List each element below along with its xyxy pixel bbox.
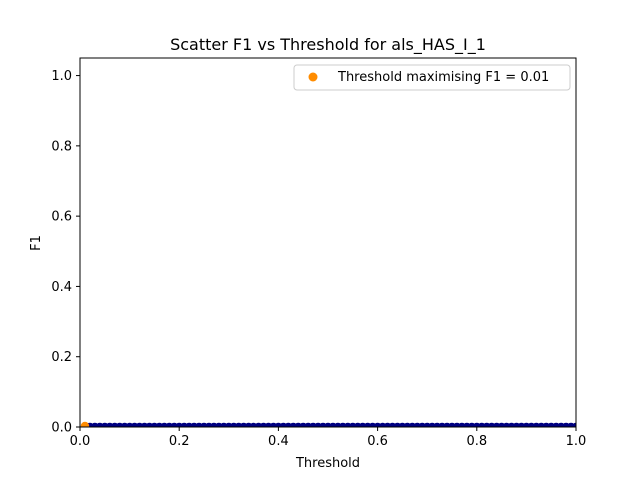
- x-tick-label: 0.8: [466, 434, 487, 449]
- x-tick-label: 0.4: [268, 434, 289, 449]
- y-tick-label: 0.2: [51, 350, 72, 365]
- y-tick-label: 0.0: [51, 421, 72, 436]
- plot-frame: [79, 57, 577, 428]
- x-tick-label: 1.0: [566, 434, 587, 449]
- x-axis-ticks: 0.0 0.2 0.4 0.6 0.8 1.0: [70, 427, 587, 449]
- chart-title: Scatter F1 vs Threshold for als_HAS_I_1: [170, 35, 486, 55]
- y-tick-label: 0.8: [51, 139, 72, 154]
- y-axis-ticks: 0.0 0.2 0.4 0.6 0.8 1.0: [51, 69, 80, 436]
- points-layer: [80, 421, 576, 427]
- legend-label: Threshold maximising F1 = 0.01: [337, 70, 549, 85]
- y-axis-label: F1: [29, 235, 44, 251]
- legend-box: [293, 64, 571, 91]
- x-tick-label: 0.0: [70, 434, 91, 449]
- best-threshold-point: [80, 421, 90, 427]
- x-tick-label: 0.6: [367, 434, 388, 449]
- legend: Threshold maximising F1 = 0.01: [293, 64, 571, 91]
- x-axis-label: Threshold: [295, 456, 360, 471]
- y-tick-label: 0.4: [51, 280, 72, 295]
- data-point: [571, 422, 576, 427]
- y-tick-label: 0.6: [51, 210, 72, 225]
- legend-marker-best: [308, 72, 318, 82]
- x-tick-label: 0.2: [169, 434, 190, 449]
- y-tick-label: 1.0: [51, 69, 72, 84]
